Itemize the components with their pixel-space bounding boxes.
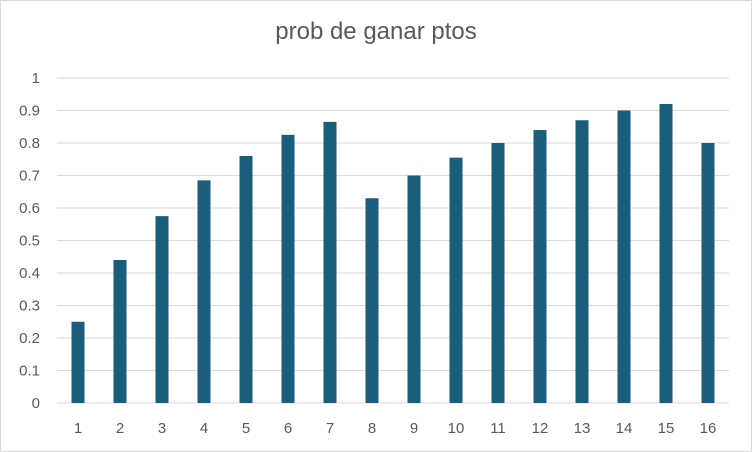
bar — [617, 110, 631, 403]
y-tick-label: 0.9 — [19, 103, 40, 120]
bars — [71, 104, 715, 403]
bar — [407, 175, 421, 403]
x-tick-label: 7 — [326, 420, 334, 437]
x-tick-label: 11 — [490, 420, 506, 437]
bar — [71, 321, 85, 403]
bar — [113, 260, 127, 403]
y-tick-label: 0.8 — [19, 135, 40, 152]
bar — [659, 104, 673, 403]
x-tick-label: 14 — [616, 420, 633, 437]
x-axis-ticks: 1 2 3 4 5 6 7 8 9 10 11 12 13 14 15 16 — [74, 420, 717, 437]
bar — [239, 156, 253, 403]
x-tick-label: 16 — [700, 420, 717, 437]
x-tick-label: 3 — [158, 420, 166, 437]
bar — [701, 143, 715, 403]
bar — [155, 216, 169, 403]
x-tick-label: 9 — [410, 420, 418, 437]
x-tick-label: 10 — [448, 420, 465, 437]
x-tick-label: 6 — [284, 420, 292, 437]
bar — [323, 121, 337, 403]
x-tick-label: 2 — [116, 420, 124, 437]
y-axis-ticks: 0 0.1 0.2 0.3 0.4 0.5 0.6 0.7 0.8 0.9 1 — [19, 70, 40, 412]
bar — [449, 157, 463, 403]
y-tick-label: 0.6 — [19, 200, 40, 217]
y-tick-label: 0 — [32, 395, 40, 412]
x-tick-label: 4 — [200, 420, 208, 437]
x-tick-label: 8 — [368, 420, 376, 437]
bar — [281, 134, 295, 403]
y-tick-label: 0.1 — [19, 363, 40, 380]
y-tick-label: 1 — [32, 70, 40, 87]
bar — [197, 180, 211, 403]
bar — [575, 120, 589, 403]
bar — [491, 143, 505, 403]
chart-title: prob de ganar ptos — [275, 18, 477, 45]
y-tick-label: 0.2 — [19, 330, 40, 347]
y-tick-label: 0.5 — [19, 233, 40, 250]
y-tick-label: 0.7 — [19, 168, 40, 185]
gridlines — [57, 77, 729, 404]
x-tick-label: 12 — [532, 420, 549, 437]
x-tick-label: 15 — [658, 420, 675, 437]
x-tick-label: 5 — [242, 420, 250, 437]
bar — [365, 198, 379, 403]
x-tick-label: 1 — [74, 420, 82, 437]
bar — [533, 130, 547, 403]
y-tick-label: 0.4 — [19, 265, 40, 282]
x-tick-label: 13 — [574, 420, 591, 437]
y-tick-label: 0.3 — [19, 298, 40, 315]
